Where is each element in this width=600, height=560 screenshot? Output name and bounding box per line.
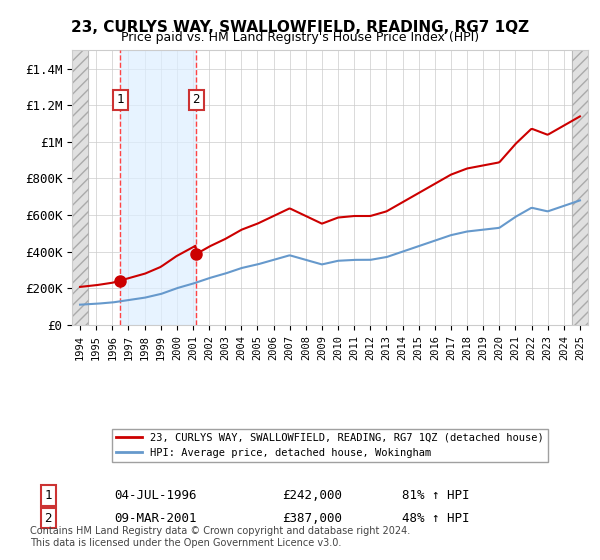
Text: 2: 2 (44, 511, 52, 525)
Text: 1: 1 (44, 489, 52, 502)
Bar (72, 50, 88, 325)
Legend: 23, CURLYS WAY, SWALLOWFIELD, READING, RG7 1QZ (detached house), HPI: Average pr: 23, CURLYS WAY, SWALLOWFIELD, READING, R… (112, 429, 548, 462)
Bar (121, 50, 196, 325)
Text: Price paid vs. HM Land Registry's House Price Index (HPI): Price paid vs. HM Land Registry's House … (121, 31, 479, 44)
Text: £242,000: £242,000 (282, 489, 342, 502)
Text: £387,000: £387,000 (282, 511, 342, 525)
Text: 2: 2 (193, 94, 200, 106)
Text: 48% ↑ HPI: 48% ↑ HPI (402, 511, 470, 525)
Text: Contains HM Land Registry data © Crown copyright and database right 2024.
This d: Contains HM Land Registry data © Crown c… (30, 526, 410, 548)
Bar (572, 50, 588, 325)
Bar (72, 50, 88, 325)
Text: 04-JUL-1996: 04-JUL-1996 (114, 489, 197, 502)
Bar (572, 50, 588, 325)
Text: 81% ↑ HPI: 81% ↑ HPI (402, 489, 470, 502)
Text: 23, CURLYS WAY, SWALLOWFIELD, READING, RG7 1QZ: 23, CURLYS WAY, SWALLOWFIELD, READING, R… (71, 20, 529, 35)
Text: 09-MAR-2001: 09-MAR-2001 (114, 511, 197, 525)
Text: 1: 1 (116, 94, 124, 106)
